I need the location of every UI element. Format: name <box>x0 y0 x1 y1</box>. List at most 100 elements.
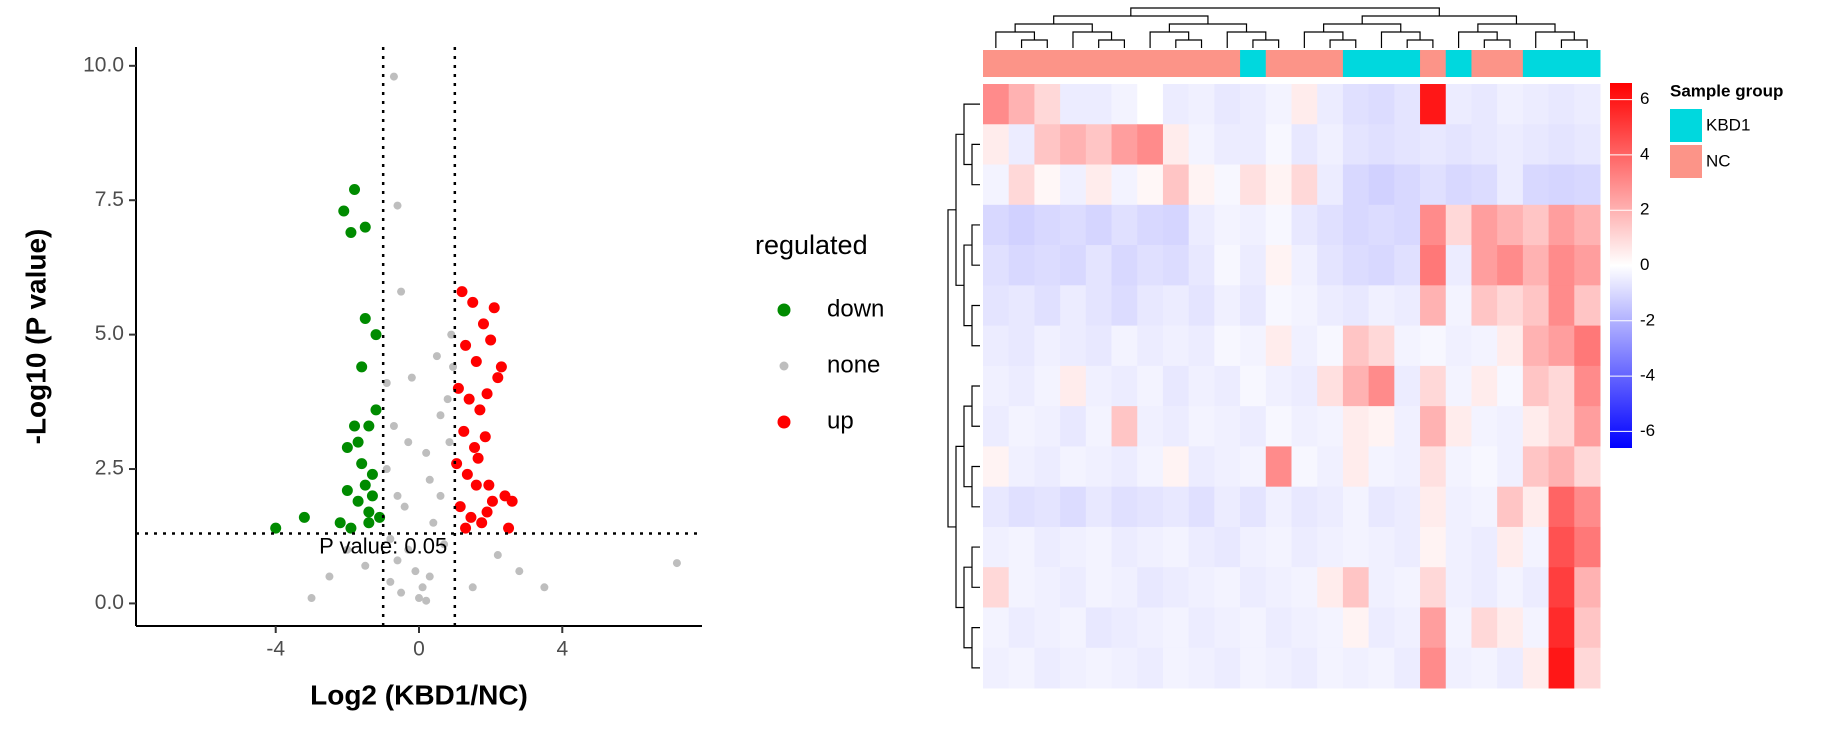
heatmap-cell <box>1445 607 1472 649</box>
heatmap-cell <box>1008 245 1035 286</box>
heatmap-cell <box>1188 607 1215 649</box>
point <box>486 495 498 507</box>
point <box>477 318 489 330</box>
heatmap-cell <box>1317 325 1344 367</box>
heatmap-cell <box>1548 446 1575 488</box>
heatmap-cell <box>1522 164 1550 206</box>
point <box>363 506 375 518</box>
point <box>488 302 500 314</box>
heatmap-cell <box>983 84 1010 125</box>
heatmap-cell <box>1522 124 1550 166</box>
heatmap-cell <box>1085 365 1113 407</box>
point <box>404 545 413 554</box>
point <box>349 420 361 432</box>
heatmap-cell <box>1162 365 1190 407</box>
heatmap-cell <box>1085 124 1113 166</box>
x-tick-label: -4 <box>266 638 285 661</box>
heatmap-cell <box>1445 124 1472 166</box>
heatmap-cell <box>1420 406 1447 447</box>
heatmap-cell <box>1342 406 1370 447</box>
colorbar-label: -4 <box>1640 366 1655 385</box>
legend-swatch <box>1670 145 1702 178</box>
heatmap-cell <box>1265 567 1292 608</box>
heatmap-cell <box>1420 567 1447 608</box>
heatmap-cell <box>983 486 1010 528</box>
point <box>474 404 486 416</box>
heatmap-cell <box>1497 325 1524 367</box>
heatmap-cell <box>983 607 1010 649</box>
dendrogram <box>1361 15 1518 24</box>
heatmap-cell <box>1445 647 1472 689</box>
dendrogram <box>1175 39 1203 48</box>
heatmap-cell <box>1574 647 1601 689</box>
heatmap-cell <box>1034 607 1061 649</box>
legend-label: up <box>827 407 854 434</box>
point <box>370 404 382 416</box>
heatmap-cell <box>1162 285 1190 327</box>
heatmap-cell <box>1291 406 1318 447</box>
point <box>356 458 368 470</box>
heatmap-cell <box>1240 84 1267 125</box>
heatmap-cell <box>1317 365 1344 407</box>
heatmap-cell <box>1548 84 1575 125</box>
heatmap-cell <box>1214 446 1241 488</box>
heatmap-cell <box>1060 84 1087 125</box>
heatmap-cell <box>1085 406 1113 447</box>
heatmap-cell <box>1368 285 1395 327</box>
heatmap-cell <box>1522 365 1550 407</box>
heatmap-cell <box>1394 84 1421 125</box>
point <box>370 329 382 341</box>
heatmap-cell <box>1522 446 1550 488</box>
heatmap-cell <box>1317 526 1344 568</box>
heatmap-cell <box>1574 245 1601 286</box>
heatmap-cell <box>1394 365 1421 407</box>
point <box>393 201 402 210</box>
heatmap-cell <box>1574 325 1601 367</box>
point <box>382 379 391 388</box>
heatmap-cell <box>1111 607 1138 649</box>
dendrogram <box>947 209 956 528</box>
heatmap-cell <box>1445 526 1472 568</box>
point <box>481 506 493 518</box>
point <box>352 436 364 448</box>
y-tick-label: 0.0 <box>95 591 124 614</box>
heatmap-cell <box>1162 245 1190 286</box>
heatmap-cell <box>1214 406 1241 447</box>
heatmap-cell <box>983 285 1010 327</box>
heatmap-cell <box>1342 325 1370 367</box>
point <box>404 438 413 447</box>
heatmap-cell <box>1394 607 1421 649</box>
heatmap-cell <box>983 446 1010 488</box>
heatmap-cell <box>1548 607 1575 649</box>
heatmap-cell <box>1368 84 1395 125</box>
y-tick-label: 7.5 <box>95 188 124 211</box>
point <box>492 372 504 384</box>
dendrogram <box>1053 15 1209 24</box>
heatmap-cell <box>1394 164 1421 206</box>
annotation-cell <box>1188 50 1215 77</box>
heatmap-cell <box>1034 526 1061 568</box>
heatmap-cell <box>1034 365 1061 407</box>
legend-title: Sample group <box>1670 81 1783 100</box>
heatmap-cell <box>1137 486 1164 528</box>
heatmap-cell <box>1471 164 1498 206</box>
heatmap-cell <box>1111 486 1138 528</box>
heatmap-cell <box>1368 204 1395 246</box>
heatmap-cell <box>1497 204 1524 246</box>
point <box>425 475 434 484</box>
point <box>495 361 507 373</box>
heatmap-cell <box>1342 567 1370 608</box>
heatmap-cell <box>1522 325 1550 367</box>
heatmap-cell <box>1085 526 1113 568</box>
heatmap-cell <box>1137 164 1164 206</box>
heatmap-cell <box>1034 204 1061 246</box>
heatmap-cell <box>1497 647 1524 689</box>
heatmap-cell <box>1471 204 1498 246</box>
heatmap-cell <box>1111 365 1138 407</box>
heatmap-cell <box>1034 486 1061 528</box>
heatmap-cell <box>1188 647 1215 689</box>
heatmap-cell <box>1137 607 1164 649</box>
point <box>461 468 473 480</box>
heatmap-cell <box>1471 607 1498 649</box>
legend-label: none <box>827 351 880 378</box>
